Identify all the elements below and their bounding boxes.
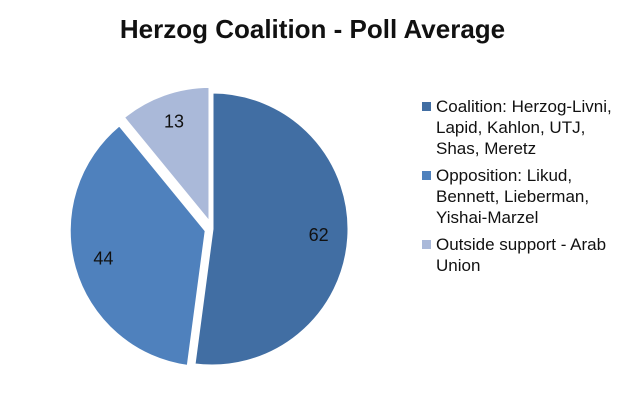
legend: Coalition: Herzog-Livni, Lapid, Kahlon, … bbox=[422, 96, 612, 282]
data-label: 44 bbox=[93, 249, 113, 269]
legend-label: Opposition: Likud, Bennett, Lieberman, Y… bbox=[436, 166, 590, 227]
data-label: 62 bbox=[309, 225, 329, 245]
legend-swatch bbox=[422, 240, 431, 249]
legend-item: Outside support - Arab Union bbox=[422, 234, 612, 276]
pie-slice bbox=[121, 84, 212, 228]
legend-swatch bbox=[422, 171, 431, 180]
legend-label: Coalition: Herzog-Livni, Lapid, Kahlon, … bbox=[436, 97, 612, 158]
chart-title: Herzog Coalition - Poll Average bbox=[119, 14, 506, 44]
legend-label: Outside support - Arab Union bbox=[436, 235, 607, 275]
legend-item: Coalition: Herzog-Livni, Lapid, Kahlon, … bbox=[422, 96, 612, 159]
pie-slice bbox=[67, 122, 208, 369]
pie-slice bbox=[192, 90, 351, 368]
data-label: 13 bbox=[164, 111, 184, 131]
legend-item: Opposition: Likud, Bennett, Lieberman, Y… bbox=[422, 165, 612, 228]
legend-swatch bbox=[422, 102, 431, 111]
pie-chart: 62 44 13 bbox=[67, 84, 351, 369]
